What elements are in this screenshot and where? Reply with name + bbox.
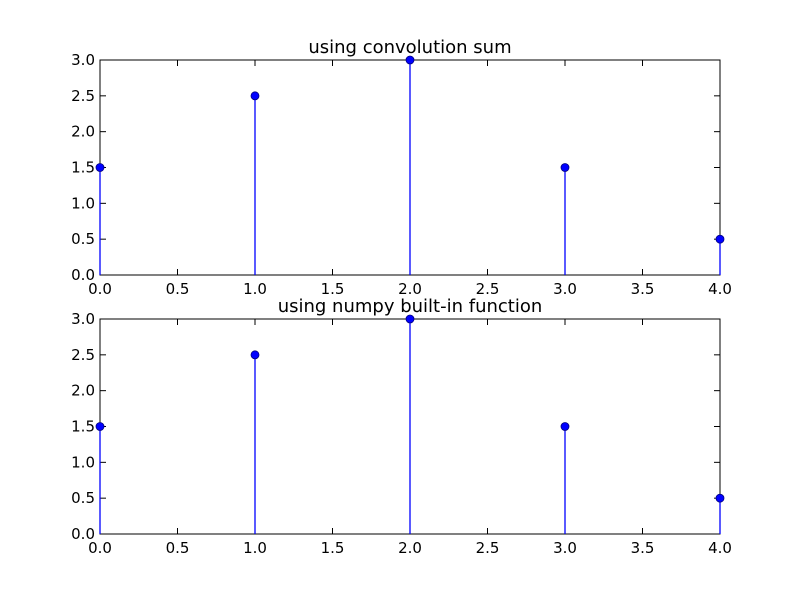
y-tick-label: 1.5: [71, 418, 95, 436]
y-tick-label: 1.0: [71, 194, 95, 212]
x-tick-label: 2.5: [476, 280, 500, 298]
x-tick-label: 4.0: [708, 280, 732, 298]
stem-marker: [405, 314, 415, 324]
x-tick-label: 1.0: [243, 280, 267, 298]
y-tick-label: 1.0: [71, 453, 95, 471]
stem-marker: [715, 493, 725, 503]
x-tick-label: 2.0: [398, 539, 422, 557]
stem-marker: [250, 350, 260, 360]
subplot-title: using numpy built-in function: [278, 296, 543, 317]
stem-marker: [250, 91, 260, 101]
stem-marker: [560, 422, 570, 431]
x-tick-label: 4.0: [708, 539, 732, 557]
stem-marker: [405, 55, 415, 65]
x-tick-label: 1.0: [243, 539, 267, 557]
y-tick-label: 3.0: [71, 310, 95, 328]
x-tick-label: 1.5: [321, 280, 345, 298]
x-tick-label: 1.5: [321, 539, 345, 557]
y-tick-label: 0.5: [71, 230, 95, 248]
stem-marker: [560, 163, 570, 172]
subplot-convolution-sum: 0.0 0.5 1.0 1.5 2.0 2.5 3.0 3.5 4.0 0.0 0.5 1.0 1.5 2…: [71, 37, 732, 298]
x-tick-label: 0.0: [88, 539, 112, 557]
y-tick-label: 2.5: [71, 87, 95, 105]
x-tick-label: 2.0: [398, 280, 422, 298]
y-tick-label: 0.5: [71, 489, 95, 507]
x-tick-label: 3.5: [631, 280, 655, 298]
x-tick-label: 0.5: [166, 280, 190, 298]
x-tick-label: 3.0: [553, 539, 577, 557]
y-tick-label: 3.0: [71, 51, 95, 69]
y-tick-label: 2.5: [71, 346, 95, 364]
y-tick-label: 0.0: [71, 266, 95, 284]
y-tick-label: 2.0: [71, 123, 95, 141]
x-tick-label: 0.0: [88, 280, 112, 298]
subplot-title: using convolution sum: [308, 37, 511, 58]
x-tick-label: 0.5: [166, 539, 190, 557]
y-tick-label: 2.0: [71, 382, 95, 400]
stem-marker: [95, 422, 105, 431]
subplot-numpy-builtin: 0.0 0.5 1.0 1.5 2.0 2.5 3.0 3.5 4.0 0.0 0.5 1.0 1.5 2…: [71, 296, 732, 557]
y-tick-label: 0.0: [71, 525, 95, 543]
stem-marker: [715, 234, 725, 244]
x-tick-label: 3.5: [631, 539, 655, 557]
stem-marker: [95, 163, 105, 172]
y-tick-label: 1.5: [71, 159, 95, 177]
x-tick-label: 3.0: [553, 280, 577, 298]
x-tick-label: 2.5: [476, 539, 500, 557]
